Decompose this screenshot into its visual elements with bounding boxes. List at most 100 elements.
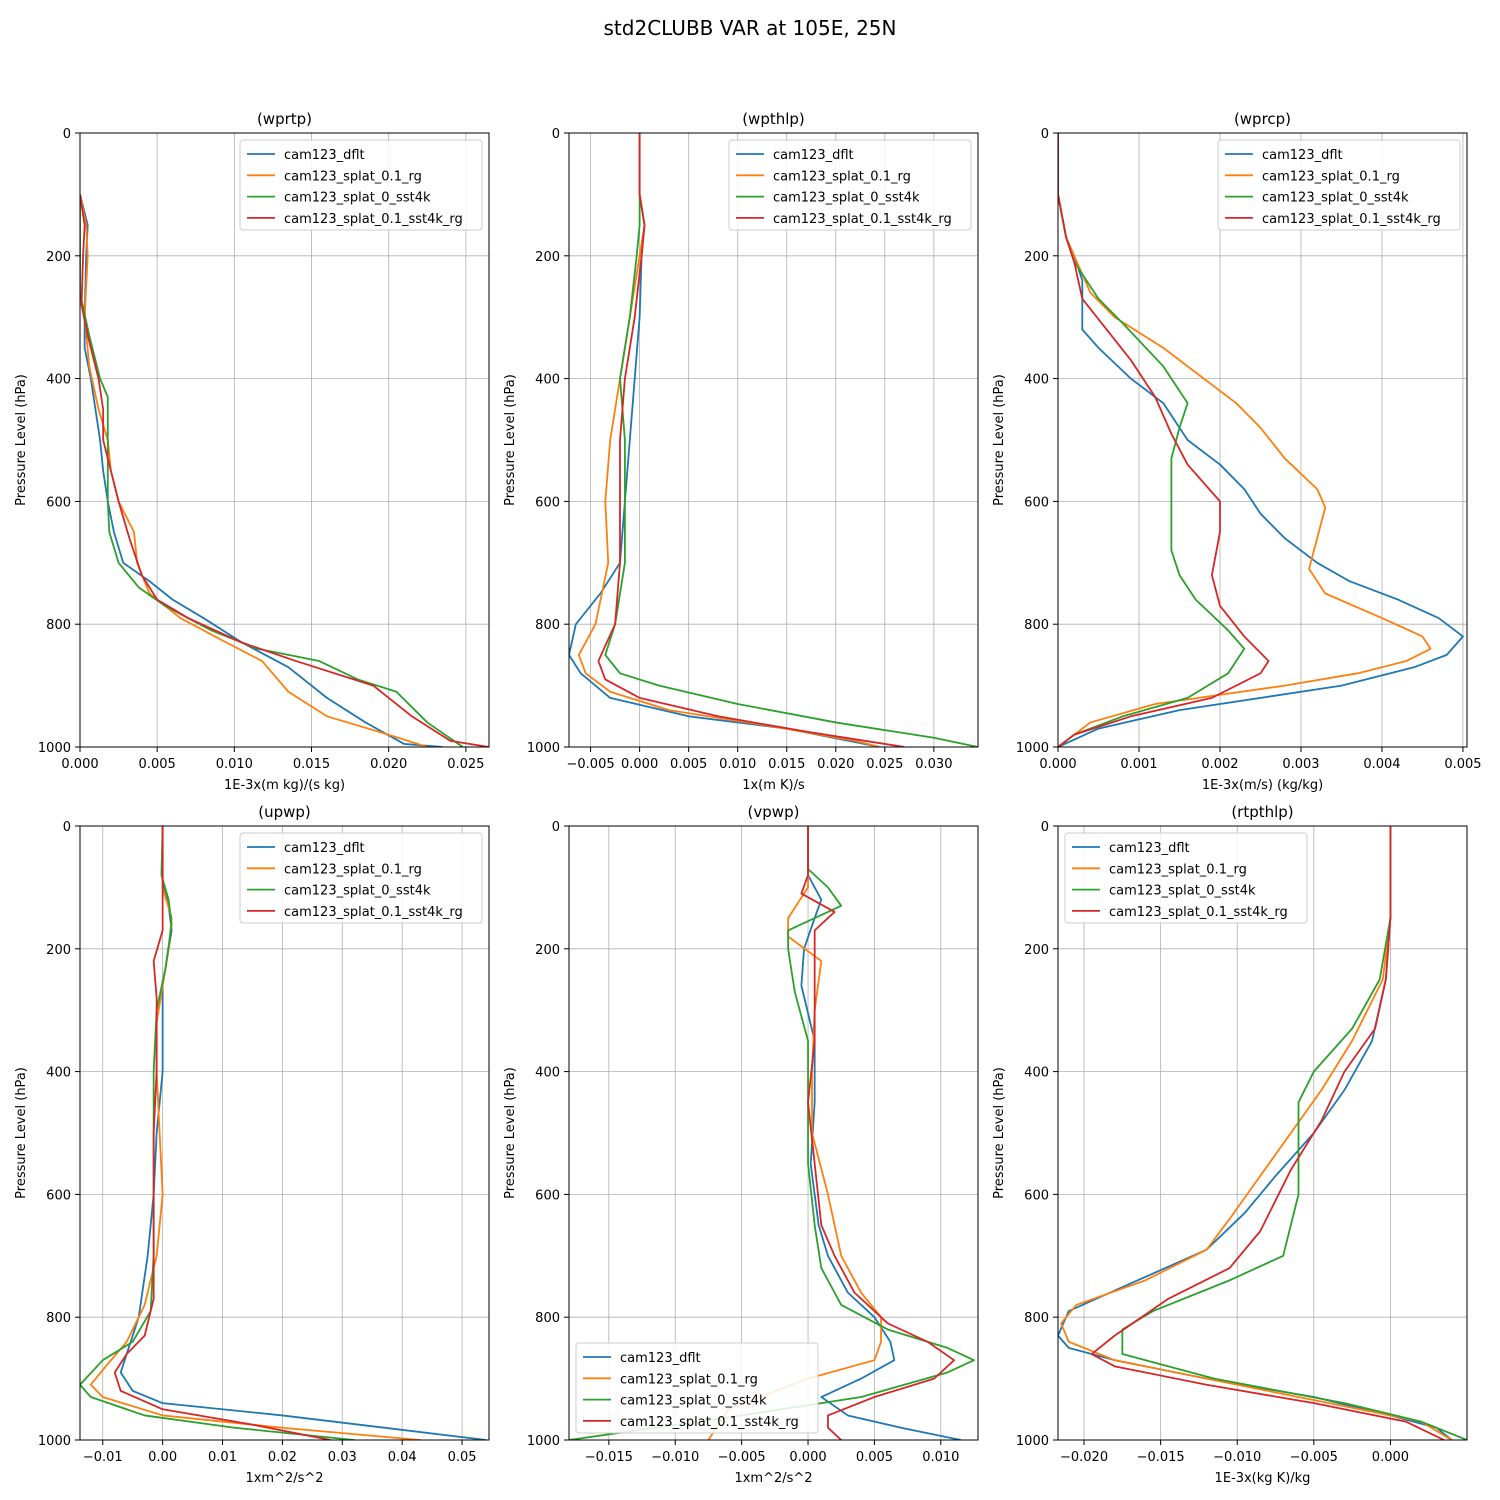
axes-frame — [568, 825, 979, 1441]
x-tick-label: 0.01 — [208, 1450, 237, 1465]
x-tick-label: 0.001 — [1120, 757, 1157, 772]
axes-frame — [79, 825, 490, 1441]
legend-box — [728, 139, 972, 231]
y-tick-label: 0 — [1041, 820, 1049, 835]
legend-label-cam123_splat_0_sst4k: cam123_splat_0_sst4k — [773, 191, 920, 206]
y-tick-label: 200 — [535, 250, 560, 265]
legend-label-cam123_dflt: cam123_dflt — [284, 148, 365, 163]
legend-label-cam123_splat_0_sst4k: cam123_splat_0_sst4k — [620, 1394, 767, 1409]
legend: cam123_dflt cam123_splat_0.1_rg cam123_spl… — [575, 1342, 819, 1434]
chart-title: (rtpthlp) — [1231, 803, 1293, 821]
y-axis-label: Pressure Level (hPa) — [503, 374, 518, 506]
series-line-cam123_splat_0.1_sst4k_rg — [80, 194, 489, 747]
legend-label-cam123_splat_0.1_rg: cam123_splat_0.1_rg — [284, 169, 422, 184]
series-line-cam123_splat_0.1_sst4k_rg — [1058, 133, 1270, 747]
x-tick-label: −0.010 — [1213, 1450, 1261, 1465]
series-line-cam123_splat_0.1_rg — [577, 133, 881, 747]
axes-frame — [568, 132, 979, 748]
x-tick-label: 0.000 — [1039, 757, 1076, 772]
legend-box — [239, 139, 483, 231]
series-line-cam123_dflt — [1058, 133, 1464, 747]
legend-label-cam123_splat_0.1_rg: cam123_splat_0.1_rg — [1262, 169, 1400, 184]
y-tick-label: 200 — [535, 943, 560, 958]
y-tick-label: 1000 — [1016, 1434, 1049, 1449]
x-tick-label: −0.005 — [567, 757, 615, 772]
legend-box — [575, 1342, 819, 1434]
y-tick-label: 600 — [535, 1188, 560, 1203]
chart-title: (wprtp) — [257, 110, 312, 128]
y-axis-label: Pressure Level (hPa) — [503, 1067, 518, 1199]
y-tick-label: 0 — [63, 127, 71, 142]
series-line-cam123_splat_0_sst4k — [604, 133, 978, 747]
y-tick-label: 0 — [63, 820, 71, 835]
x-tick-label: 0.010 — [216, 757, 253, 772]
legend-box — [1217, 139, 1461, 231]
x-tick-label: −0.015 — [1137, 1450, 1185, 1465]
y-tick-label: 1000 — [527, 1434, 560, 1449]
series-line-cam123_splat_0_sst4k — [80, 194, 464, 747]
y-tick-label: 800 — [535, 618, 560, 633]
axes-frame — [1057, 825, 1468, 1441]
x-tick-label: −0.01 — [83, 1450, 123, 1465]
x-tick-label: −0.005 — [718, 1450, 766, 1465]
y-tick-label: 400 — [535, 1066, 560, 1081]
series-line-cam123_splat_0.1_sst4k_rg — [597, 133, 905, 747]
legend-label-cam123_dflt: cam123_dflt — [620, 1351, 701, 1366]
x-tick-label: 0.04 — [388, 1450, 417, 1465]
y-tick-label: 200 — [46, 943, 71, 958]
y-tick-label: 600 — [1024, 1188, 1049, 1203]
chart-panel-5: −0.015 −0.010 −0.005 0.000 0.005 0.010 0 200 400… — [503, 803, 979, 1486]
legend-label-cam123_splat_0.1_sst4k_rg: cam123_splat_0.1_sst4k_rg — [773, 212, 952, 227]
x-tick-label: 0.025 — [866, 757, 903, 772]
y-tick-label: 800 — [1024, 618, 1049, 633]
legend-label-cam123_splat_0.1_rg: cam123_splat_0.1_rg — [773, 169, 911, 184]
series-line-cam123_splat_0.1_sst4k_rg — [113, 826, 331, 1440]
x-tick-label: 0.010 — [719, 757, 756, 772]
y-tick-label: 400 — [535, 373, 560, 388]
series-line-cam123_dflt — [800, 826, 961, 1440]
legend-box — [1064, 832, 1308, 924]
x-tick-label: 0.020 — [370, 757, 407, 772]
x-tick-label: 0.010 — [922, 1450, 959, 1465]
y-axis-label: Pressure Level (hPa) — [14, 374, 29, 506]
chart-panel-4: −0.01 0.00 0.01 0.02 0.03 0.04 0.05 0 200 400 600 8… — [14, 803, 490, 1486]
x-tick-label: 0.05 — [448, 1450, 477, 1465]
x-tick-label: −0.010 — [651, 1450, 699, 1465]
legend-label-cam123_splat_0.1_sst4k_rg: cam123_splat_0.1_sst4k_rg — [284, 905, 463, 920]
chart-panel-3: 0.000 0.001 0.002 0.003 0.004 0.005 0 200 400 600… — [992, 110, 1482, 793]
y-tick-label: 0 — [552, 820, 560, 835]
x-tick-label: 0.005 — [1444, 757, 1481, 772]
legend-label-cam123_splat_0_sst4k: cam123_splat_0_sst4k — [284, 884, 431, 899]
y-tick-label: 200 — [1024, 250, 1049, 265]
legend: cam123_dflt cam123_splat_0.1_rg cam123_spl… — [239, 832, 483, 924]
y-tick-label: 800 — [46, 1311, 71, 1326]
legend-label-cam123_splat_0.1_sst4k_rg: cam123_splat_0.1_sst4k_rg — [284, 212, 463, 227]
y-axis-label: Pressure Level (hPa) — [992, 374, 1007, 506]
y-tick-label: 600 — [46, 495, 71, 510]
legend: cam123_dflt cam123_splat_0.1_rg cam123_spl… — [1217, 139, 1461, 231]
x-tick-label: 0.000 — [61, 757, 98, 772]
x-tick-label: 0.000 — [621, 757, 658, 772]
y-tick-label: 400 — [46, 1066, 71, 1081]
legend-label-cam123_dflt: cam123_dflt — [1262, 148, 1343, 163]
legend-label-cam123_splat_0.1_sst4k_rg: cam123_splat_0.1_sst4k_rg — [1109, 905, 1288, 920]
x-axis-label: 1x(m K)/s — [742, 778, 805, 793]
x-tick-label: 0.030 — [915, 757, 952, 772]
chart-title: (wprcp) — [1234, 110, 1291, 128]
x-tick-label: 0.02 — [268, 1450, 297, 1465]
legend-label-cam123_splat_0.1_sst4k_rg: cam123_splat_0.1_sst4k_rg — [620, 1415, 799, 1430]
chart-title: (wpthlp) — [742, 110, 805, 128]
legend-label-cam123_splat_0_sst4k: cam123_splat_0_sst4k — [1262, 191, 1409, 206]
legend-label-cam123_dflt: cam123_dflt — [284, 841, 365, 856]
series-line-cam123_splat_0_sst4k — [1058, 133, 1246, 747]
x-tick-label: 0.015 — [768, 757, 805, 772]
x-axis-label: 1xm^2/s^2 — [734, 1471, 812, 1486]
legend-box — [239, 832, 483, 924]
y-tick-label: 0 — [552, 127, 560, 142]
series-line-cam123_splat_0.1_rg — [1060, 826, 1453, 1440]
x-tick-label: 0.003 — [1282, 757, 1319, 772]
chart-title: (vpwp) — [748, 803, 800, 821]
series-line-cam123_dflt — [80, 194, 443, 747]
x-tick-label: 0.025 — [447, 757, 484, 772]
x-axis-label: 1E-3x(kg K)/kg — [1215, 1471, 1311, 1486]
